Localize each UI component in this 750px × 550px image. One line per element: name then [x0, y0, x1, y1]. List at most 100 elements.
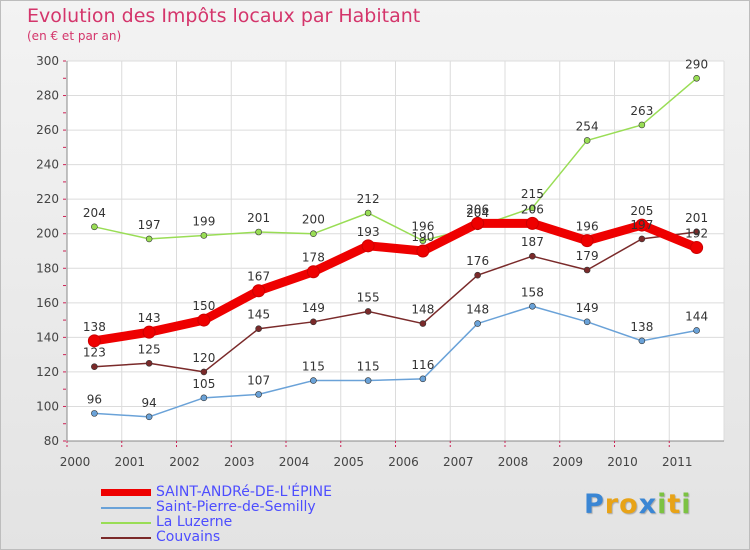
data-label: 197 [630, 218, 653, 232]
y-tick-label: 280 [36, 89, 59, 103]
logo-letter: i [681, 489, 692, 520]
data-point [529, 302, 536, 310]
legend-item: SAINT-ANDRé-DE-L'ÉPINE [101, 485, 421, 500]
legend-item: La Luzerne [101, 515, 421, 530]
data-label: 125 [138, 342, 161, 356]
y-tick-label: 200 [36, 227, 59, 241]
data-label: 205 [630, 204, 653, 218]
data-label: 148 [466, 303, 489, 317]
data-point [91, 223, 98, 231]
data-label: 149 [576, 301, 599, 315]
data-point [693, 228, 700, 236]
data-point [145, 413, 153, 421]
y-tick-label: 140 [36, 330, 59, 344]
data-label: 96 [87, 392, 102, 406]
data-label: 138 [83, 320, 106, 334]
x-tick-label: 2002 [169, 455, 200, 469]
data-label: 215 [521, 187, 544, 201]
data-point [583, 266, 591, 274]
chart-subtitle: (en € et par an) [27, 29, 122, 43]
data-label: 144 [685, 309, 708, 323]
y-tick-label: 260 [36, 123, 59, 137]
data-label: 123 [83, 346, 106, 360]
data-point [693, 327, 700, 334]
data-point [364, 209, 372, 217]
data-point [200, 368, 208, 376]
data-label: 290 [685, 57, 708, 71]
x-tick-label: 2007 [443, 455, 474, 469]
data-label: 196 [576, 220, 599, 234]
data-label: 187 [521, 235, 544, 249]
x-tick-label: 2009 [552, 455, 583, 469]
data-label: 120 [192, 351, 215, 365]
data-label: 212 [357, 192, 380, 206]
x-tick-label: 2001 [114, 455, 145, 469]
data-label: 178 [302, 251, 325, 265]
data-label: 200 [302, 213, 325, 227]
data-point [416, 244, 430, 258]
x-tick-label: 2006 [388, 455, 419, 469]
data-point [310, 230, 317, 238]
data-label: 179 [576, 249, 599, 263]
x-tick-label: 2008 [498, 455, 529, 469]
data-point [364, 377, 372, 384]
legend-swatch [101, 537, 151, 539]
data-label: 150 [192, 299, 215, 313]
data-label: 254 [576, 119, 599, 133]
data-point [638, 235, 646, 243]
proxiti-logo: Proxiti [584, 489, 692, 520]
data-label: 115 [357, 360, 380, 374]
data-point [580, 234, 594, 248]
logo-letter: t [667, 489, 682, 520]
y-tick-label: 120 [36, 365, 59, 379]
data-point [529, 204, 536, 212]
data-point [145, 235, 153, 243]
logo-letter: x [638, 489, 658, 520]
data-point [419, 237, 427, 244]
data-point [693, 74, 700, 82]
data-label: 167 [247, 270, 270, 284]
data-point [197, 313, 211, 327]
series-line [94, 231, 697, 373]
x-tick-label: 2004 [279, 455, 310, 469]
legend-label: Couvains [156, 529, 221, 545]
data-label: 94 [141, 396, 156, 410]
data-label: 158 [521, 285, 544, 299]
y-tick-label: 240 [36, 158, 59, 172]
data-label: 204 [83, 206, 106, 220]
legend-label: SAINT-ANDRé-DE-L'ÉPINE [156, 484, 332, 500]
data-point [635, 218, 649, 232]
legend-swatch [101, 522, 151, 524]
data-point [91, 410, 98, 417]
data-point [87, 334, 101, 348]
x-tick-label: 2005 [333, 455, 364, 469]
data-label: 192 [685, 227, 708, 241]
logo-letter: i [657, 489, 668, 520]
data-point [252, 284, 266, 298]
data-label: 204 [466, 206, 489, 220]
data-label: 148 [411, 303, 434, 317]
x-tick-label: 2003 [224, 455, 255, 469]
data-label: 201 [685, 211, 708, 225]
legend-label: Saint-Pierre-de-Semilly [156, 499, 316, 515]
data-point [255, 391, 262, 398]
data-point [91, 363, 98, 371]
data-point [583, 137, 591, 144]
legend-label: La Luzerne [156, 514, 233, 530]
y-tick-label: 180 [36, 261, 59, 275]
legend-swatch [101, 489, 151, 496]
x-tick-label: 2000 [60, 455, 91, 469]
data-point [255, 228, 262, 236]
x-tick-label: 2010 [607, 455, 638, 469]
data-label: 201 [247, 211, 270, 225]
legend-swatch [101, 507, 151, 509]
logo-letter: o [619, 489, 639, 520]
data-point [306, 265, 320, 279]
data-point [361, 239, 375, 253]
series-line [94, 305, 697, 418]
data-point [142, 325, 156, 339]
data-label: 196 [411, 220, 434, 234]
data-label: 155 [357, 290, 380, 304]
